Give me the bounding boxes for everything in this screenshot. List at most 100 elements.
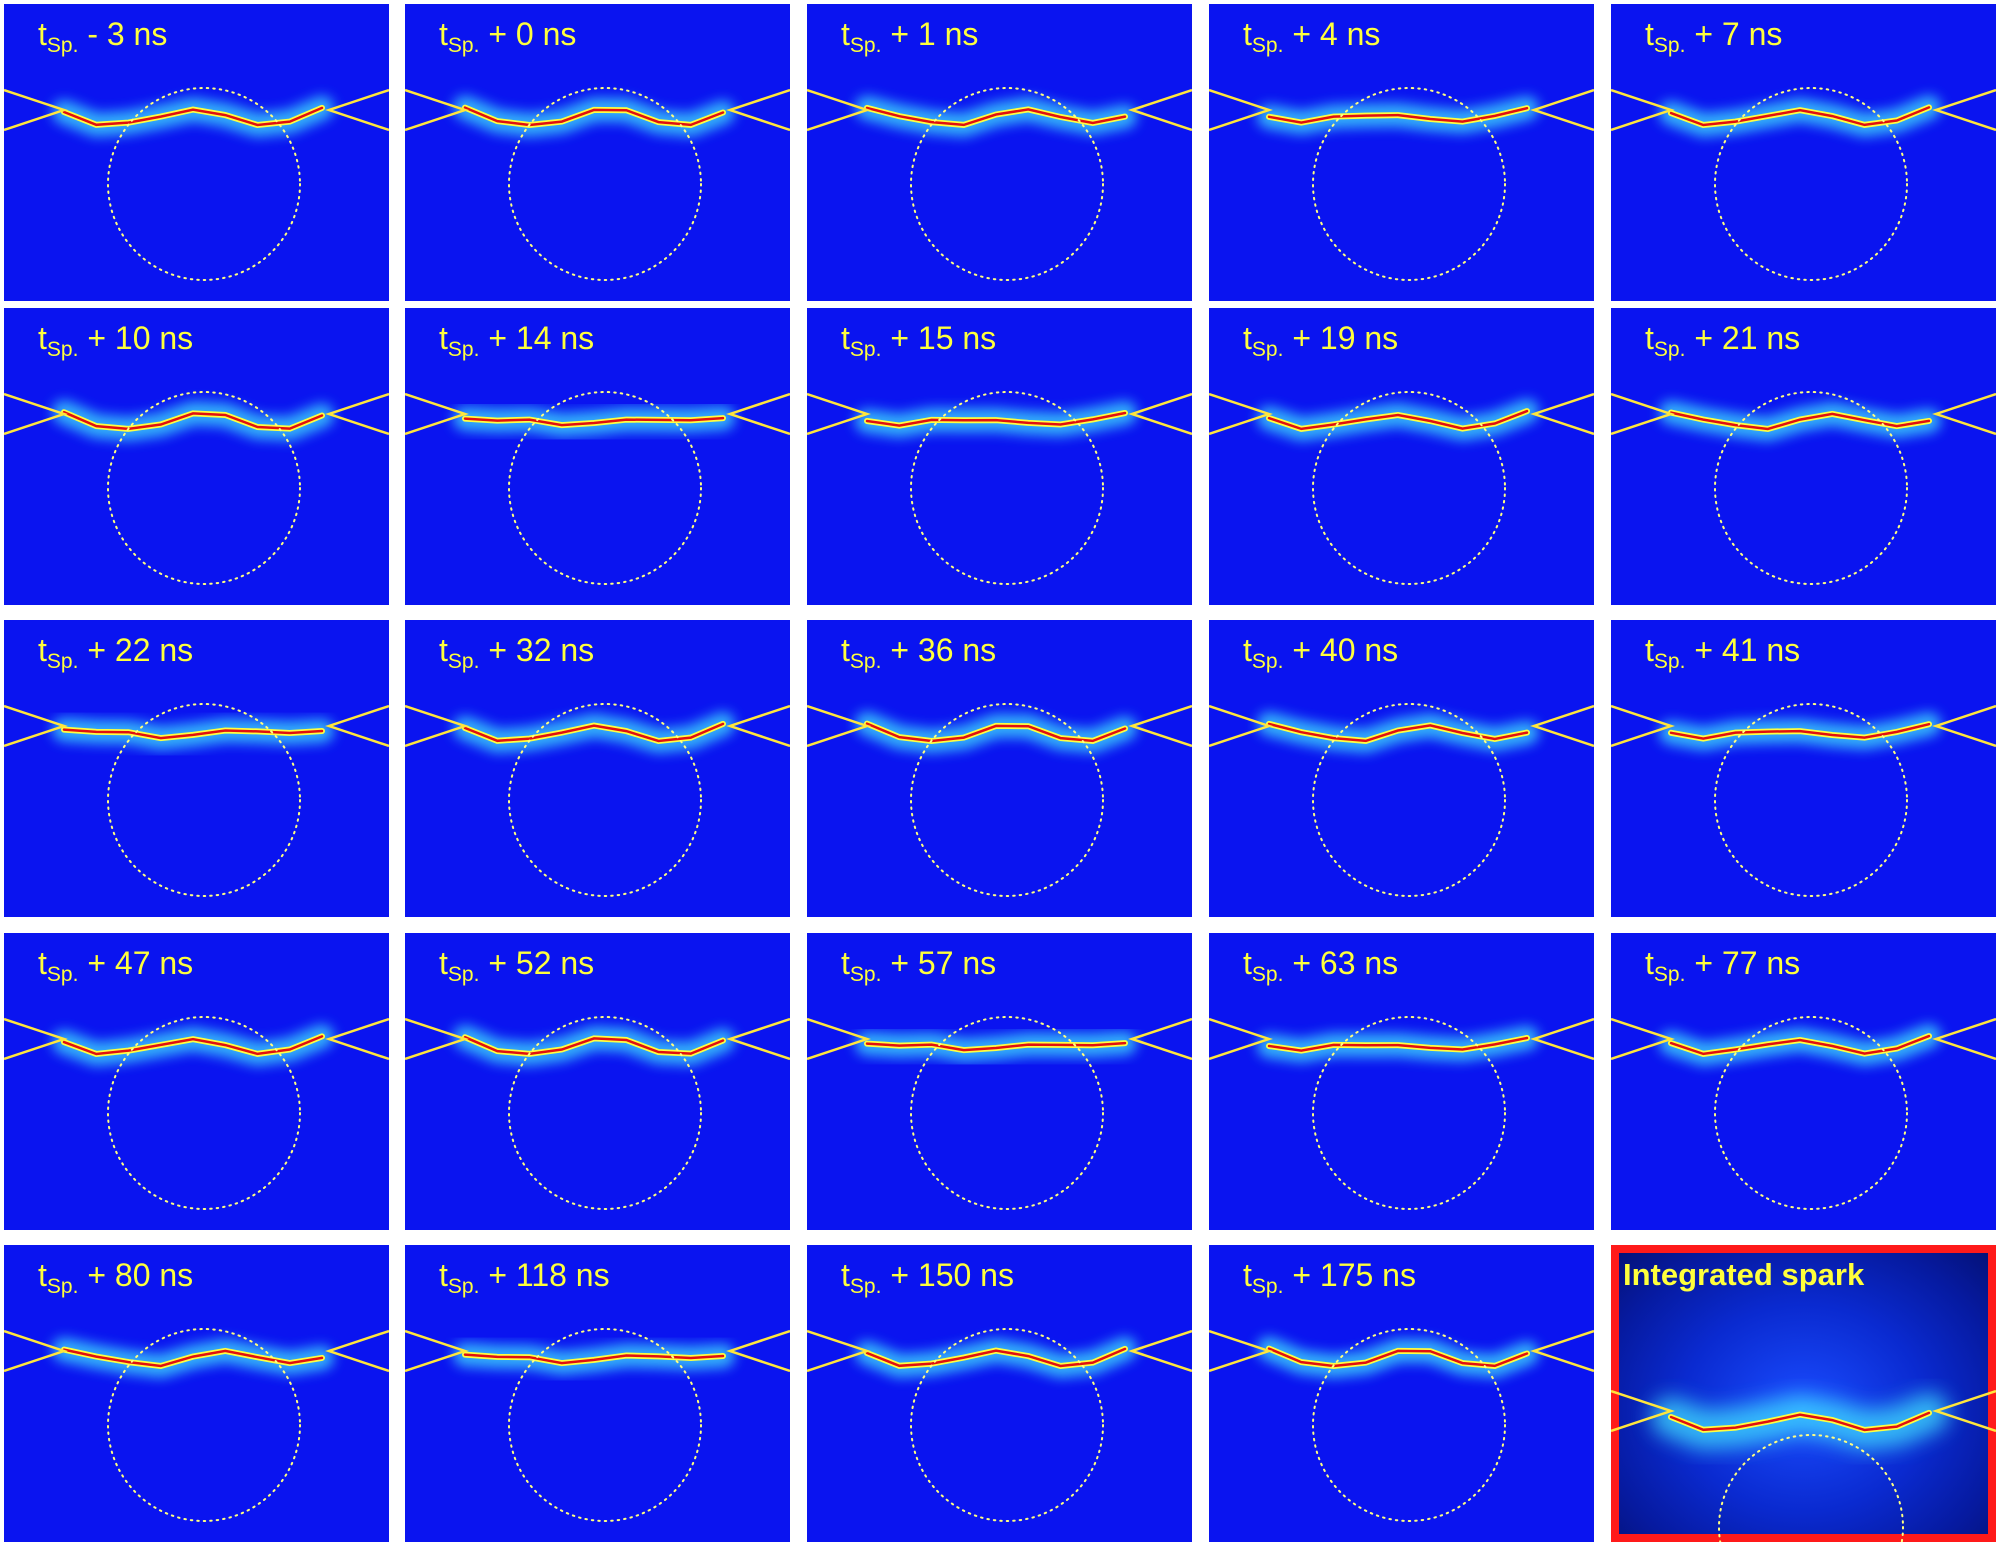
droplet-outline bbox=[107, 391, 301, 585]
right-electrode bbox=[726, 1017, 790, 1061]
droplet-outline bbox=[508, 1328, 702, 1522]
right-electrode bbox=[325, 704, 389, 748]
left-electrode bbox=[1611, 392, 1675, 436]
frame-time-label: tSp. + 63 ns bbox=[1243, 945, 1399, 986]
droplet-outline bbox=[1714, 703, 1908, 897]
left-electrode bbox=[807, 88, 871, 132]
droplet-outline bbox=[1312, 703, 1506, 897]
spark-core bbox=[865, 1347, 1127, 1368]
frame-panel: tSp. + 52 ns bbox=[405, 933, 790, 1230]
left-electrode bbox=[807, 1017, 871, 1061]
frame-panel: tSp. + 36 ns bbox=[807, 620, 1192, 917]
frame-time-label: tSp. + 32 ns bbox=[439, 632, 595, 673]
droplet-outline bbox=[910, 703, 1104, 897]
left-electrode bbox=[405, 704, 469, 748]
spark-core bbox=[1267, 106, 1529, 124]
left-electrode bbox=[807, 392, 871, 436]
frame-panel: tSp. + 0 ns bbox=[405, 4, 790, 301]
spark-core bbox=[463, 1035, 725, 1056]
droplet-outline bbox=[910, 87, 1104, 281]
droplet-outline bbox=[910, 391, 1104, 585]
frame-panel: tSp. + 4 ns bbox=[1209, 4, 1594, 301]
spark-core bbox=[62, 1035, 324, 1056]
integrated-spark-panel: Integrated spark bbox=[1611, 1245, 1996, 1542]
frame-time-label: tSp. + 47 ns bbox=[38, 945, 194, 986]
spark-core bbox=[1669, 411, 1931, 431]
droplet-outline bbox=[107, 1016, 301, 1210]
droplet-outline bbox=[1714, 1016, 1908, 1210]
frame-time-label: tSp. + 1 ns bbox=[841, 16, 979, 57]
spark-core bbox=[1267, 722, 1529, 743]
right-electrode bbox=[1128, 1329, 1192, 1373]
right-electrode bbox=[1128, 1017, 1192, 1061]
frame-time-label: tSp. + 14 ns bbox=[439, 320, 595, 361]
frame-panel: tSp. + 1 ns bbox=[807, 4, 1192, 301]
frame-time-label: tSp. + 7 ns bbox=[1645, 16, 1783, 57]
spark-core bbox=[865, 411, 1127, 427]
frame-time-label: tSp. + 57 ns bbox=[841, 945, 997, 986]
frame-time-label: tSp. + 40 ns bbox=[1243, 632, 1399, 673]
droplet-outline bbox=[107, 1328, 301, 1522]
right-electrode bbox=[1932, 1017, 1996, 1061]
right-electrode bbox=[1530, 704, 1594, 748]
left-electrode bbox=[1209, 1017, 1273, 1061]
frame-time-label: tSp. + 52 ns bbox=[439, 945, 595, 986]
frame-panel: tSp. + 175 ns bbox=[1209, 1245, 1594, 1542]
left-electrode bbox=[405, 1329, 469, 1373]
frame-panel: tSp. + 19 ns bbox=[1209, 308, 1594, 605]
right-electrode bbox=[1530, 1329, 1594, 1373]
spark-core bbox=[1669, 1034, 1931, 1056]
frame-panel: tSp. + 40 ns bbox=[1209, 620, 1594, 917]
right-electrode bbox=[1932, 392, 1996, 436]
right-electrode bbox=[1128, 392, 1192, 436]
left-electrode bbox=[1209, 1329, 1273, 1373]
frame-time-label: tSp. + 10 ns bbox=[38, 320, 194, 361]
frame-panel: tSp. + 80 ns bbox=[4, 1245, 389, 1542]
left-electrode bbox=[4, 704, 68, 748]
spark-core bbox=[865, 1041, 1127, 1052]
left-electrode bbox=[1209, 392, 1273, 436]
spark-core bbox=[865, 106, 1127, 127]
frame-panel: tSp. + 150 ns bbox=[807, 1245, 1192, 1542]
right-electrode bbox=[1128, 704, 1192, 748]
right-electrode bbox=[1932, 1389, 1996, 1433]
spark-core bbox=[463, 722, 725, 743]
frame-panel: tSp. + 63 ns bbox=[1209, 933, 1594, 1230]
droplet-outline bbox=[1312, 391, 1506, 585]
droplet-outline bbox=[508, 87, 702, 281]
frame-panel: tSp. + 57 ns bbox=[807, 933, 1192, 1230]
frame-time-label: tSp. + 36 ns bbox=[841, 632, 997, 673]
right-electrode bbox=[325, 1017, 389, 1061]
frame-panel: tSp. + 7 ns bbox=[1611, 4, 1996, 301]
droplet-outline bbox=[910, 1328, 1104, 1522]
left-electrode bbox=[807, 704, 871, 748]
frame-panel: tSp. + 77 ns bbox=[1611, 933, 1996, 1230]
spark-core bbox=[463, 106, 725, 127]
left-electrode bbox=[1611, 704, 1675, 748]
right-electrode bbox=[726, 704, 790, 748]
spark-core bbox=[62, 1348, 324, 1368]
frame-time-label: tSp. + 0 ns bbox=[439, 16, 577, 57]
left-electrode bbox=[1611, 1389, 1675, 1433]
spark-core bbox=[865, 722, 1127, 743]
droplet-outline bbox=[1312, 1016, 1506, 1210]
left-electrode bbox=[405, 392, 469, 436]
frame-panel: tSp. + 15 ns bbox=[807, 308, 1192, 605]
spark-core bbox=[1267, 1347, 1529, 1368]
right-electrode bbox=[726, 88, 790, 132]
right-electrode bbox=[1932, 88, 1996, 132]
left-electrode bbox=[405, 1017, 469, 1061]
droplet-outline bbox=[107, 87, 301, 281]
spark-core bbox=[1669, 722, 1931, 740]
left-electrode bbox=[1209, 704, 1273, 748]
frame-time-label: tSp. + 21 ns bbox=[1645, 320, 1801, 361]
left-electrode bbox=[4, 1329, 68, 1373]
right-electrode bbox=[325, 88, 389, 132]
spark-core bbox=[62, 106, 324, 127]
droplet-outline bbox=[1714, 391, 1908, 585]
frame-panel: tSp. + 10 ns bbox=[4, 308, 389, 605]
droplet-outline bbox=[508, 391, 702, 585]
frame-panel: tSp. - 3 ns bbox=[4, 4, 389, 301]
left-electrode bbox=[4, 392, 68, 436]
